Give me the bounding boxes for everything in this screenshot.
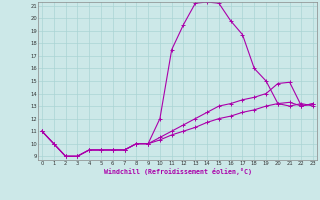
- X-axis label: Windchill (Refroidissement éolien,°C): Windchill (Refroidissement éolien,°C): [104, 168, 252, 175]
